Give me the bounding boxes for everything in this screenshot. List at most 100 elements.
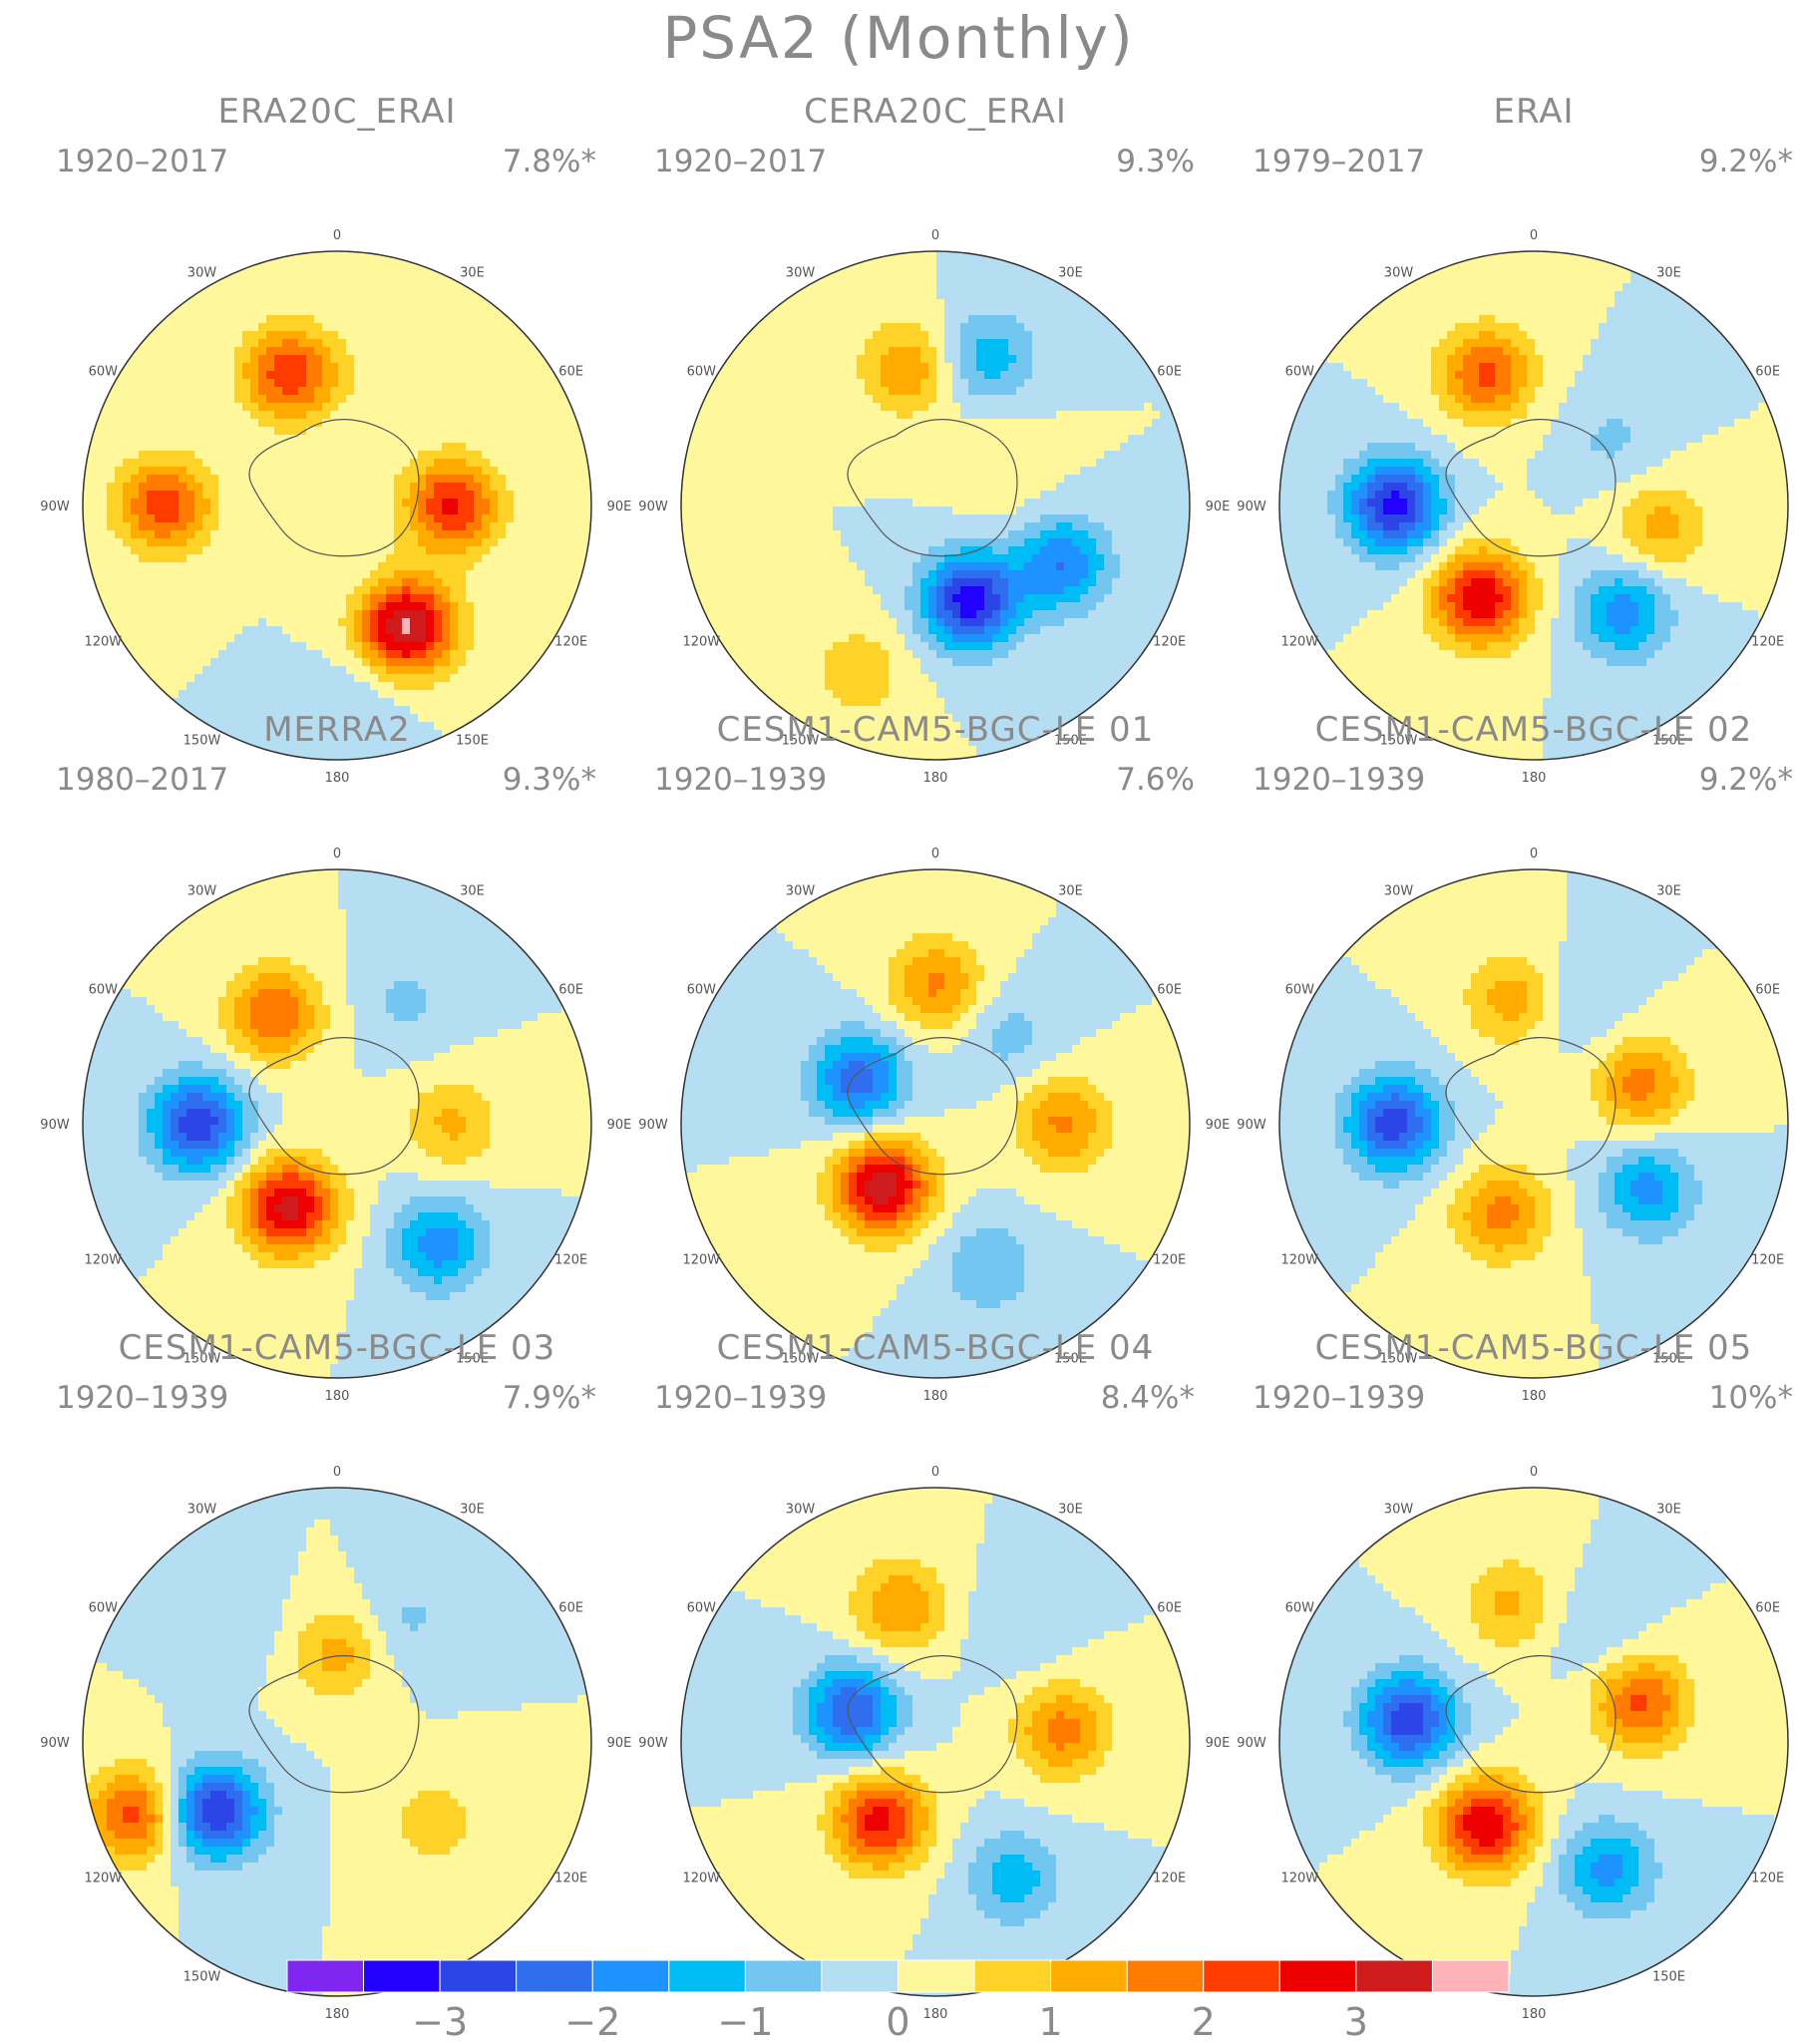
- longitude-label: 0: [1530, 228, 1538, 243]
- colorbar-tick-label: 1: [1001, 2000, 1101, 2044]
- panel-variance-percent: 9.3%: [1116, 144, 1195, 179]
- longitude-label: 120E: [1751, 1872, 1784, 1886]
- longitude-label: 120E: [1153, 1872, 1186, 1886]
- longitude-label: 60E: [558, 365, 583, 380]
- colorbar-swatches: [0, 1954, 1797, 2004]
- panel-period: 1920–1939: [654, 762, 827, 798]
- colorbar-tick-label: −1: [695, 2000, 795, 2044]
- longitude-label: 90E: [607, 1736, 632, 1751]
- panel-variance-percent: 8.4%*: [1101, 1380, 1195, 1416]
- longitude-label: 30W: [187, 265, 217, 280]
- longitude-label: 30E: [1656, 1502, 1681, 1517]
- map-panel: 030E60E90E120E150E180150W120W90W60W30WCE…: [636, 1328, 1235, 1946]
- longitude-label: 60E: [558, 1601, 583, 1616]
- longitude-label: 30E: [1656, 265, 1681, 280]
- longitude-label: 120W: [84, 635, 122, 650]
- figure-title: PSA2 (Monthly): [0, 4, 1797, 72]
- longitude-label: 120W: [682, 635, 720, 650]
- longitude-label: 90W: [40, 1118, 70, 1133]
- longitude-label: 120W: [1280, 1253, 1318, 1268]
- panel-period: 1920–1939: [56, 1380, 228, 1416]
- panel-period: 1920–2017: [654, 144, 827, 179]
- longitude-label: 30E: [1058, 883, 1083, 898]
- colorbar-swatch: [669, 1960, 746, 1992]
- panel-title: ERAI: [1235, 92, 1797, 132]
- longitude-label: 90W: [1237, 1736, 1266, 1751]
- colorbar-swatch: [517, 1960, 593, 1992]
- map-panel: 030E60E90E120E150E180150W120W90W60W30WCE…: [1235, 710, 1797, 1328]
- longitude-label: 120E: [1751, 1253, 1784, 1268]
- panel-title: MERRA2: [38, 710, 636, 750]
- longitude-label: 60W: [687, 983, 717, 998]
- longitude-label: 120E: [554, 1253, 587, 1268]
- longitude-label: 30W: [187, 883, 217, 898]
- panel-variance-percent: 7.6%: [1116, 762, 1195, 798]
- longitude-label: 90W: [1237, 500, 1266, 514]
- colorbar-tick-label: −3: [390, 2000, 490, 2044]
- colorbar-swatch: [745, 1960, 822, 1992]
- longitude-label: 30W: [1384, 265, 1414, 280]
- colorbar-swatch: [974, 1960, 1051, 1992]
- panel-period: 1920–2017: [56, 144, 228, 179]
- longitude-label: 60E: [1157, 1601, 1182, 1616]
- longitude-label: 60E: [1755, 365, 1780, 380]
- longitude-label: 90W: [40, 1736, 70, 1751]
- longitude-label: 90E: [607, 1118, 632, 1133]
- longitude-label: 0: [931, 847, 939, 861]
- longitude-label: 90E: [1206, 500, 1231, 514]
- longitude-label: 120E: [554, 635, 587, 650]
- longitude-label: 60W: [1285, 365, 1315, 380]
- panel-title: CESM1-CAM5-BGC-LE 04: [636, 1328, 1235, 1368]
- longitude-label: 120E: [1751, 635, 1784, 650]
- colorbar-swatch: [1432, 1960, 1509, 1992]
- colorbar-swatch: [287, 1960, 364, 1992]
- colorbar-swatch: [440, 1960, 517, 1992]
- colorbar-swatch: [364, 1960, 441, 1992]
- longitude-label: 120W: [1280, 1872, 1318, 1886]
- longitude-label: 30E: [460, 265, 485, 280]
- panel-variance-percent: 7.8%*: [503, 144, 596, 179]
- panel-variance-percent: 9.3%*: [503, 762, 596, 798]
- panel-variance-percent: 9.2%*: [1699, 762, 1793, 798]
- colorbar-tick-label: −2: [542, 2000, 642, 2044]
- longitude-label: 30W: [786, 265, 816, 280]
- longitude-label: 120W: [682, 1253, 720, 1268]
- longitude-label: 90W: [40, 500, 70, 514]
- panel-period: 1920–1939: [1253, 1380, 1425, 1416]
- panel-title: CESM1-CAM5-BGC-LE 02: [1235, 710, 1797, 750]
- longitude-label: 60W: [1285, 1601, 1315, 1616]
- colorbar-swatch: [1127, 1960, 1204, 1992]
- panel-period: 1979–2017: [1253, 144, 1425, 179]
- longitude-label: 120E: [1153, 635, 1186, 650]
- map-panel: 030E60E90E120E150E180150W120W90W60W30WCE…: [1235, 1328, 1797, 1946]
- longitude-label: 120E: [1153, 1253, 1186, 1268]
- longitude-label: 0: [1530, 847, 1538, 861]
- longitude-label: 30E: [1058, 1502, 1083, 1517]
- panel-variance-percent: 10%*: [1709, 1380, 1793, 1416]
- panel-period: 1920–1939: [1253, 762, 1425, 798]
- map-panel: 030E60E90E120E150E180150W120W90W60W30WER…: [1235, 92, 1797, 710]
- panel-variance-percent: 9.2%*: [1699, 144, 1793, 179]
- longitude-label: 60W: [89, 365, 119, 380]
- panel-period: 1980–2017: [56, 762, 228, 798]
- longitude-label: 120W: [1280, 635, 1318, 650]
- longitude-label: 30E: [1058, 265, 1083, 280]
- longitude-label: 120W: [84, 1253, 122, 1268]
- colorbar-swatch: [1356, 1960, 1433, 1992]
- longitude-label: 60E: [1157, 983, 1182, 998]
- panel-title: CESM1-CAM5-BGC-LE 03: [38, 1328, 636, 1368]
- longitude-label: 0: [333, 847, 341, 861]
- panel-title: ERA20C_ERAI: [38, 92, 636, 132]
- longitude-label: 30W: [786, 1502, 816, 1517]
- colorbar-tick-label: 2: [1154, 2000, 1254, 2044]
- longitude-label: 60W: [687, 365, 717, 380]
